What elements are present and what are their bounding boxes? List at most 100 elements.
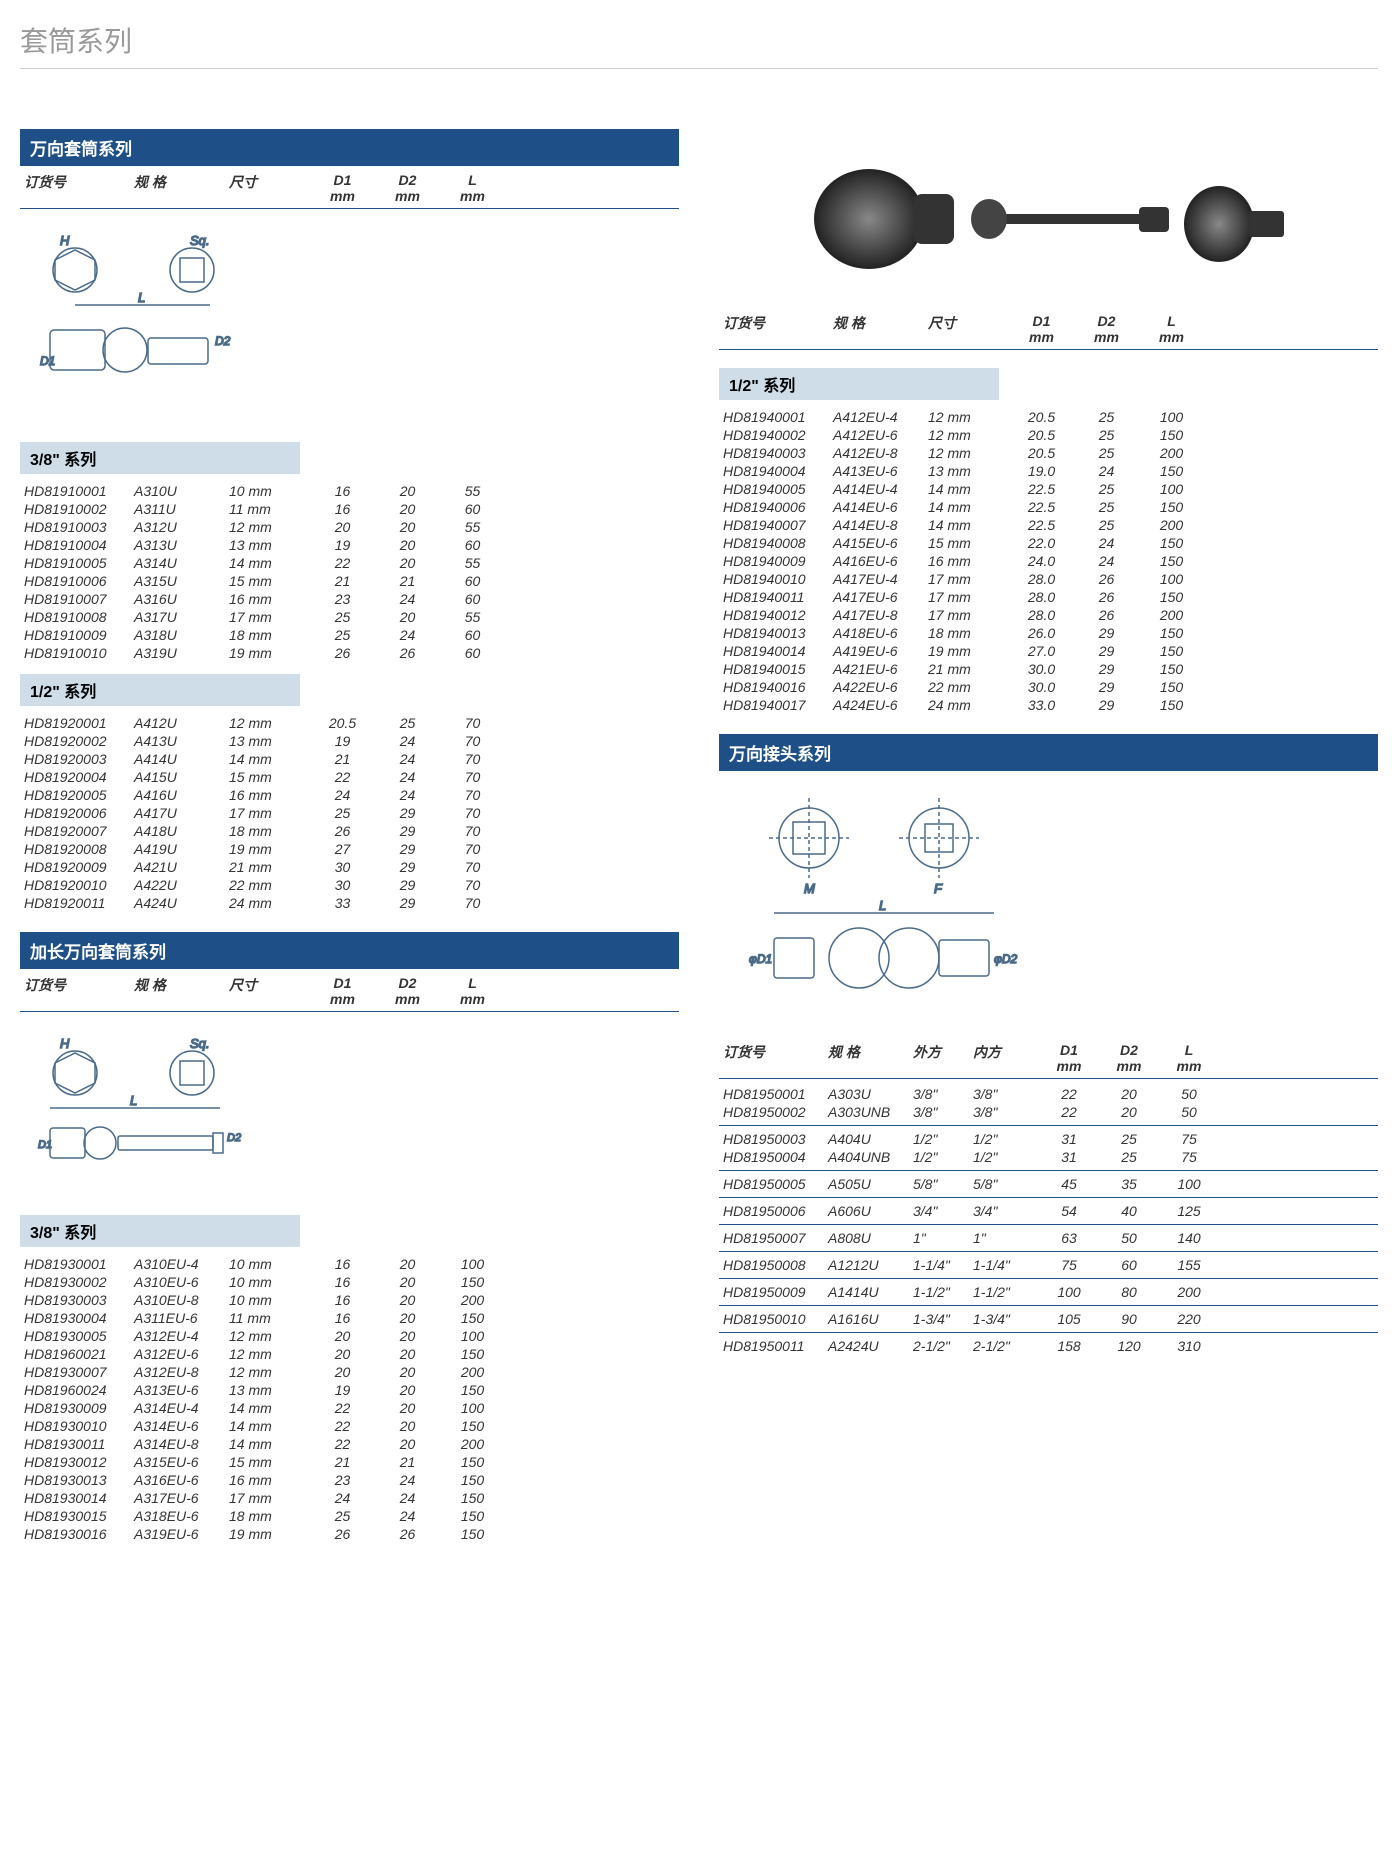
table-cell: 17 mm — [924, 571, 1009, 587]
col-header: D1 mm — [1009, 313, 1074, 345]
section3-rows1: HD81940001A412EU-412 mm20.525100HD819400… — [719, 408, 1378, 714]
table-cell: A311U — [130, 501, 225, 517]
col-header: D1 mm — [310, 975, 375, 1007]
table-cell: HD81920008 — [20, 841, 130, 857]
table-cell: 1-3/4" — [909, 1311, 969, 1327]
table-cell: 100 — [1159, 1176, 1219, 1192]
svg-text:L: L — [879, 898, 886, 913]
table-cell: 200 — [440, 1436, 505, 1452]
separator — [719, 1197, 1378, 1198]
table-row: HD81930009A314EU-414 mm2220100 — [20, 1399, 679, 1417]
table-cell: A417EU-6 — [829, 589, 924, 605]
table-cell: 24 — [375, 1472, 440, 1488]
table-cell: A414EU-6 — [829, 499, 924, 515]
table-cell: HD81940009 — [719, 553, 829, 569]
table-cell: 27 — [310, 841, 375, 857]
table-cell: A422U — [130, 877, 225, 893]
table-cell: 31 — [1039, 1149, 1099, 1165]
table-cell: 29 — [1074, 661, 1139, 677]
table-cell: HD81920009 — [20, 859, 130, 875]
table-row: HD81940001A412EU-412 mm20.525100 — [719, 408, 1378, 426]
table-cell: A311EU-6 — [130, 1310, 225, 1326]
table-cell: 24 — [375, 591, 440, 607]
separator — [719, 1332, 1378, 1333]
separator — [719, 1224, 1378, 1225]
table-cell: 3/8" — [969, 1104, 1039, 1120]
table-cell: HD81920011 — [20, 895, 130, 911]
table-cell: HD81930005 — [20, 1328, 130, 1344]
table-cell: 16 — [310, 501, 375, 517]
col-header: 规 格 — [824, 1042, 909, 1074]
section3-sub1: 1/2" 系列 — [719, 368, 999, 400]
table-row: HD81940012A417EU-817 mm28.026200 — [719, 606, 1378, 624]
table-row: HD81950001A303U3/8"3/8"222050 — [719, 1085, 1378, 1103]
table-row: HD81950003A404U1/2"1/2"312575 — [719, 1130, 1378, 1148]
table-row: HD81940010A417EU-417 mm28.026100 — [719, 570, 1378, 588]
section4-headers: 订货号 规 格 外方 内方 D1 mm D2 mm L mm — [719, 1038, 1378, 1079]
table-cell: 21 — [310, 1454, 375, 1470]
table-cell: 150 — [440, 1418, 505, 1434]
table-row: HD81910006A315U15 mm212160 — [20, 572, 679, 590]
table-cell: HD81920010 — [20, 877, 130, 893]
table-cell: 1/2" — [969, 1149, 1039, 1165]
table-cell: A313U — [130, 537, 225, 553]
table-cell: HD81940005 — [719, 481, 829, 497]
col-header: 规 格 — [829, 313, 924, 345]
table-cell: 20 — [375, 1256, 440, 1272]
col-header: 订货号 — [20, 975, 130, 1007]
table-cell: 70 — [440, 895, 505, 911]
col-header: 规 格 — [130, 172, 225, 204]
table-cell: 2-1/2" — [909, 1338, 969, 1354]
section2-rows1: HD81930001A310EU-410 mm1620100HD81930002… — [20, 1255, 679, 1543]
section1-title: 万向套筒系列 — [20, 129, 679, 166]
table-cell: HD81940003 — [719, 445, 829, 461]
table-cell: 19 — [310, 537, 375, 553]
svg-text:H: H — [60, 1036, 70, 1051]
table-cell: A312EU-8 — [130, 1364, 225, 1380]
table-cell: 10 mm — [225, 1292, 310, 1308]
table-cell: HD81910008 — [20, 609, 130, 625]
table-row: HD81950009A1414U1-1/2"1-1/2"10080200 — [719, 1283, 1378, 1301]
table-cell: 1/2" — [909, 1131, 969, 1147]
table-cell: 22 — [1039, 1086, 1099, 1102]
table-cell: 24 — [375, 733, 440, 749]
table-cell: A413EU-6 — [829, 463, 924, 479]
table-cell: 22.5 — [1009, 499, 1074, 515]
table-cell: 63 — [1039, 1230, 1099, 1246]
table-row: HD81910005A314U14 mm222055 — [20, 554, 679, 572]
table-cell: A314EU-6 — [130, 1418, 225, 1434]
table-cell: HD81940014 — [719, 643, 829, 659]
table-cell: 20 — [310, 1346, 375, 1362]
table-cell: 18 mm — [924, 625, 1009, 641]
table-cell: 22 — [310, 769, 375, 785]
separator — [719, 1251, 1378, 1252]
table-cell: 16 — [310, 1292, 375, 1308]
table-cell: 25 — [310, 805, 375, 821]
table-row: HD81950006A606U3/4"3/4"5440125 — [719, 1202, 1378, 1220]
table-row: HD81930001A310EU-410 mm1620100 — [20, 1255, 679, 1273]
table-row: HD81930002A310EU-610 mm1620150 — [20, 1273, 679, 1291]
table-cell: HD81940001 — [719, 409, 829, 425]
table-row: HD81940017A424EU-624 mm33.029150 — [719, 696, 1378, 714]
table-cell: 22.5 — [1009, 517, 1074, 533]
table-cell: HD81940002 — [719, 427, 829, 443]
table-cell: 22.5 — [1009, 481, 1074, 497]
table-cell: A312U — [130, 519, 225, 535]
table-row: HD81940013A418EU-618 mm26.029150 — [719, 624, 1378, 642]
table-cell: 55 — [440, 609, 505, 625]
svg-text:φD1: φD1 — [749, 952, 772, 966]
col-header: 订货号 — [20, 172, 130, 204]
table-cell: A404UNB — [824, 1149, 909, 1165]
table-row: HD81930013A316EU-616 mm2324150 — [20, 1471, 679, 1489]
table-row: HD81930014A317EU-617 mm2424150 — [20, 1489, 679, 1507]
table-cell: 26.0 — [1009, 625, 1074, 641]
col-header: 订货号 — [719, 1042, 824, 1074]
table-cell: 150 — [440, 1454, 505, 1470]
table-cell: 29 — [1074, 679, 1139, 695]
table-cell: 75 — [1159, 1131, 1219, 1147]
table-cell: 150 — [440, 1346, 505, 1362]
table-cell: 100 — [1039, 1284, 1099, 1300]
table-cell: 14 mm — [924, 517, 1009, 533]
table-cell: HD81940008 — [719, 535, 829, 551]
table-row: HD81960024A313EU-613 mm1920150 — [20, 1381, 679, 1399]
